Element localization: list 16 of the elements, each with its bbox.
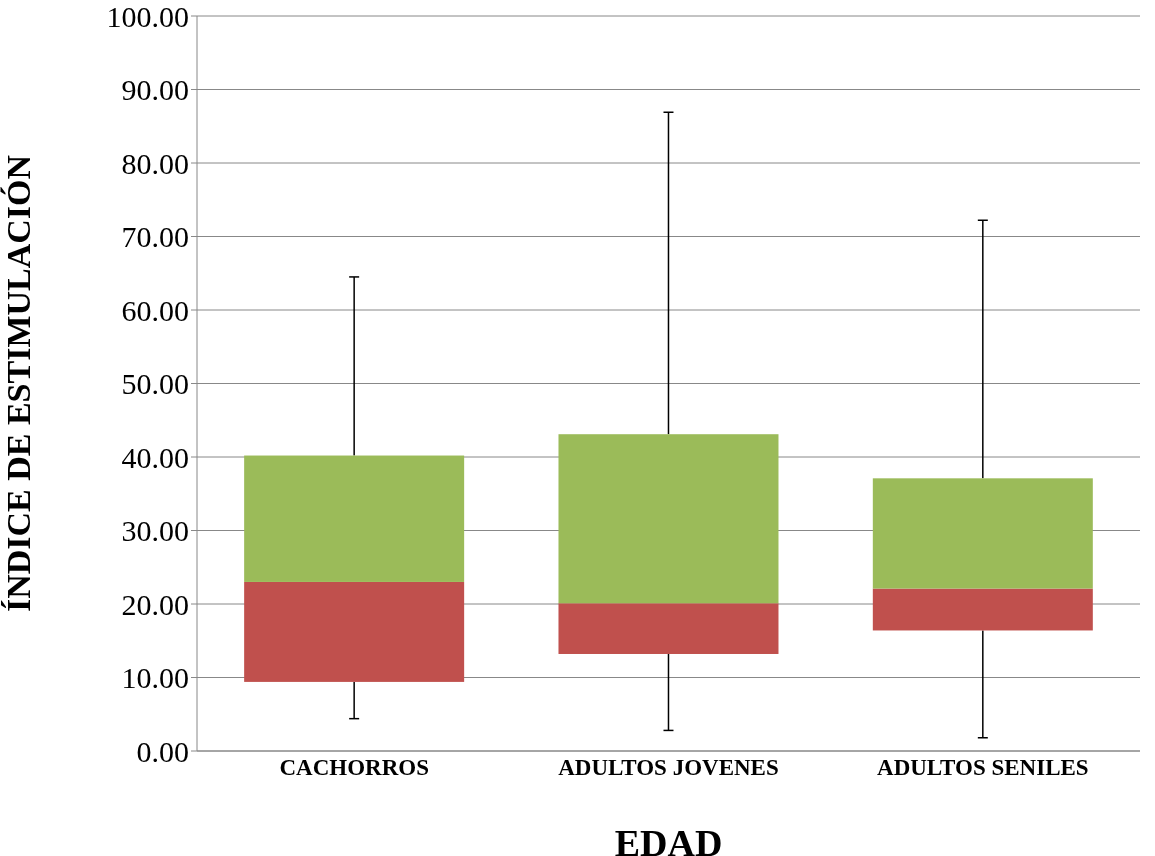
y-tick-label: 30.00 <box>121 514 189 548</box>
y-tick-label: 20.00 <box>121 587 189 621</box>
x-tick-label: CACHORROS <box>279 755 429 781</box>
y-tick-label: 50.00 <box>121 367 189 401</box>
y-tick-label: 40.00 <box>121 440 189 474</box>
y-tick-label: 80.00 <box>121 146 189 180</box>
x-axis-title: EDAD <box>614 822 723 856</box>
y-tick-label: 10.00 <box>121 661 189 695</box>
y-tick-label: 100.00 <box>106 0 189 33</box>
y-axis-title: ÍNDICE DE ESTIMULACIÓN <box>0 154 38 613</box>
y-tick-label: 90.00 <box>121 73 189 107</box>
y-tick-label: 0.00 <box>136 734 189 768</box>
x-tick-label: ADULTOS JOVENES <box>558 755 779 781</box>
y-tick-label: 60.00 <box>121 293 189 327</box>
x-tick-label: ADULTOS SENILES <box>877 755 1089 781</box>
y-tick-label: 70.00 <box>121 220 189 254</box>
